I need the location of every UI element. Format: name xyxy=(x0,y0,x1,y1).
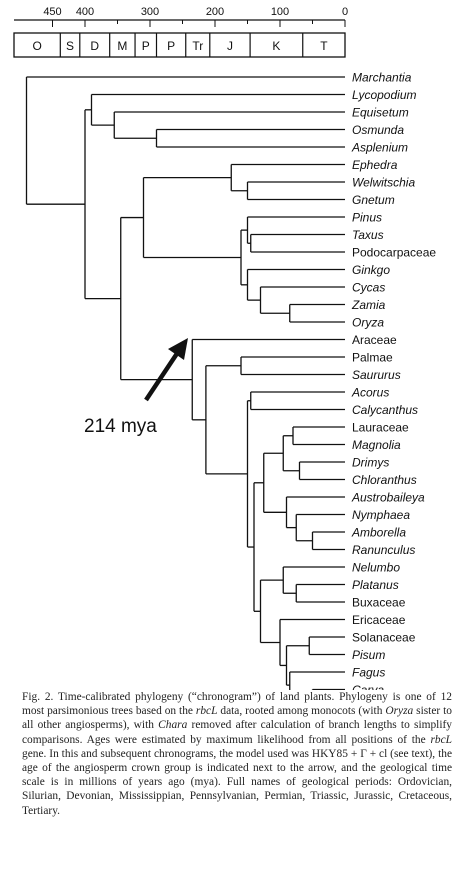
time-axis-tick-label: 0 xyxy=(342,6,348,18)
taxon-label: Austrobaileya xyxy=(351,491,425,505)
chronogram-figure: 450 400 300 200 100 0 O S D M P P Tr J K T Marchantia Ly… xyxy=(13,6,436,691)
period-label: S xyxy=(66,39,74,53)
taxon-label: Nymphaea xyxy=(352,508,410,522)
taxon-label: Pinus xyxy=(352,211,382,225)
taxon-label: Solanaceae xyxy=(352,631,416,645)
taxon-label: Equisetum xyxy=(352,106,409,120)
taxon-label: Chloranthus xyxy=(352,473,417,487)
taxon-label: Oryza xyxy=(352,316,384,330)
taxon-label: Ginkgo xyxy=(352,263,390,277)
taxon-label: Drimys xyxy=(352,456,389,470)
period-label: T xyxy=(320,39,328,53)
figure-caption: Fig. 2. Time-calibrated phylogeny (“chro… xyxy=(22,691,452,817)
taxon-label: Fagus xyxy=(352,666,385,680)
taxon-label: Lycopodium xyxy=(352,88,417,102)
taxon-label: Saururus xyxy=(352,368,401,382)
geological-time-scale: 450 400 300 200 100 0 O S D M P P Tr J K T xyxy=(13,6,348,58)
time-axis-tick-label: 100 xyxy=(271,6,289,18)
taxon-label: Cycas xyxy=(352,281,385,295)
taxon-label: Palmae xyxy=(352,351,393,365)
taxon-label: Marchantia xyxy=(352,71,412,85)
taxon-label: Ericaceae xyxy=(352,613,406,627)
period-label: M xyxy=(117,39,127,53)
taxon-label: Platanus xyxy=(352,578,399,592)
taxon-label: Osmunda xyxy=(352,123,404,137)
taxon-label: Ranunculus xyxy=(352,543,415,557)
period-label: K xyxy=(272,39,280,53)
period-label: J xyxy=(227,39,233,53)
taxon-label: Pisum xyxy=(352,648,385,662)
arrow-label: 214 mya xyxy=(84,416,157,437)
taxon-label: Welwitschia xyxy=(352,176,415,190)
arrow-head xyxy=(168,338,188,360)
period-label: P xyxy=(167,39,175,53)
taxon-label: Lauraceae xyxy=(352,421,409,435)
period-label: P xyxy=(142,39,150,53)
period-bar xyxy=(13,32,346,58)
arrow-shaft xyxy=(144,350,180,402)
phylogenetic-tree xyxy=(25,76,345,690)
period-label: O xyxy=(32,39,41,53)
taxon-label: Nelumbo xyxy=(352,561,400,575)
taxon-label: Magnolia xyxy=(352,438,401,452)
taxon-label: Gnetum xyxy=(352,193,395,207)
taxon-label: Acorus xyxy=(351,386,389,400)
taxon-label: Carya xyxy=(352,683,384,690)
period-label: D xyxy=(90,39,99,53)
time-axis-tick-label: 300 xyxy=(141,6,159,18)
time-axis-tick-label: 450 xyxy=(43,6,61,18)
taxon-label: Ephedra xyxy=(352,158,398,172)
time-axis-tick-label: 200 xyxy=(206,6,224,18)
crown-group-arrow: 214 mya xyxy=(84,338,188,437)
time-axis-tick-label: 400 xyxy=(76,6,94,18)
period-label: Tr xyxy=(192,39,203,53)
taxon-label: Amborella xyxy=(351,526,406,540)
taxon-label: Zamia xyxy=(351,298,386,312)
taxon-label: Calycanthus xyxy=(352,403,418,417)
taxon-label: Araceae xyxy=(352,333,397,347)
taxon-label: Taxus xyxy=(352,228,384,242)
taxon-labels: Marchantia Lycopodium Equisetum Osmunda Aspl… xyxy=(351,71,436,691)
taxon-label: Asplenium xyxy=(351,141,408,155)
taxon-label: Buxaceae xyxy=(352,596,406,610)
taxon-label: Podocarpaceae xyxy=(352,246,436,260)
